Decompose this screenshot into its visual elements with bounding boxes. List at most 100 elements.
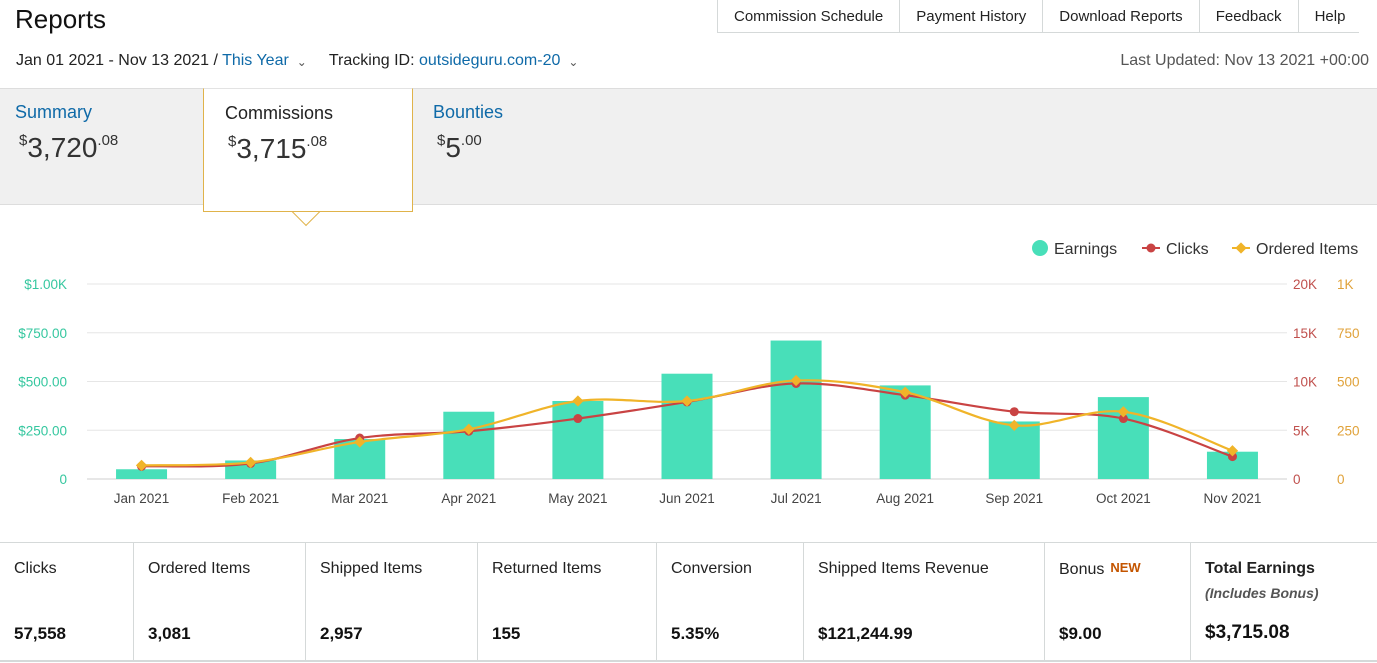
date-range-text: Jan 01 2021 - Nov 13 2021 (16, 52, 210, 69)
ordered-items-point (681, 395, 693, 407)
stat-label: Total Earnings (1205, 560, 1315, 577)
y-axis-tick-clicks: 10K (1293, 375, 1317, 390)
y-axis-tick-earnings: $500.00 (18, 375, 67, 390)
clicks-point (1227, 452, 1237, 462)
new-badge: NEW (1110, 560, 1141, 575)
filter-row: Jan 01 2021 - Nov 13 2021 / This Year ⌄ T… (16, 52, 578, 70)
summary-amount: $3,720.08 (19, 132, 119, 163)
ordered-items-point (1008, 419, 1020, 432)
earnings-bar (879, 385, 931, 479)
x-axis-label: Aug 2021 (876, 491, 934, 506)
commissions-amount: $3,715.08 (228, 133, 328, 164)
tab-commissions-label: Commissions (225, 103, 334, 123)
earnings-bar (116, 469, 168, 479)
tab-bounties-label: Bounties (433, 102, 504, 122)
x-axis-label: Feb 2021 (222, 491, 279, 506)
y-axis-tick-items: 1K (1337, 277, 1354, 292)
ordered-items-point (463, 423, 475, 435)
ordered-items-point (1117, 406, 1130, 418)
stat-value: 57,558 (14, 624, 66, 643)
payment-history-link[interactable]: Payment History (900, 0, 1044, 32)
x-axis-label: May 2021 (548, 491, 607, 506)
earnings-bar (661, 373, 713, 479)
stat-value: $3,715.08 (1205, 622, 1290, 643)
ordered-items-point (354, 436, 366, 448)
last-updated: Last Updated: Nov 13 2021 +00:00 (1120, 52, 1369, 69)
tab-commissions[interactable]: Commissions $3,715.08 (203, 88, 413, 212)
x-axis-label: Jun 2021 (659, 491, 715, 506)
ordered-items-point (1226, 445, 1239, 457)
legend-earnings-label: Earnings (1054, 241, 1117, 258)
stat-value: 2,957 (320, 624, 363, 643)
x-axis-label: Jan 2021 (114, 491, 170, 506)
stat-sublabel: (Includes Bonus) (1205, 585, 1319, 601)
clicks-point (573, 414, 583, 424)
clicks-point (1009, 407, 1019, 417)
y-axis-tick-clicks: 20K (1293, 277, 1317, 292)
stat-value: 155 (492, 624, 521, 643)
date-separator: / (209, 52, 223, 69)
earnings-bar (552, 401, 604, 479)
tab-summary-label: Summary (15, 102, 93, 122)
feedback-link[interactable]: Feedback (1200, 0, 1299, 32)
bounties-amount: $5.00 (437, 132, 482, 163)
x-axis-label: Mar 2021 (331, 491, 388, 506)
ordered-items-point (899, 386, 911, 398)
legend-earnings-icon (1032, 240, 1048, 256)
ordered-items-point (244, 456, 257, 469)
stat-value: 3,081 (148, 624, 191, 643)
page-title: Reports (15, 4, 107, 34)
y-axis-tick-items: 500 (1337, 375, 1360, 390)
stat-conversion: Conversion 5.35% (657, 543, 804, 660)
clicks-point (1118, 414, 1128, 424)
stat-bonus: Bonus NEW $9.00 (1045, 543, 1191, 660)
earnings-bar (770, 340, 822, 479)
chevron-down-icon: ⌄ (568, 55, 579, 69)
y-axis-tick-earnings: $1.00K (24, 277, 67, 292)
legend-items-icon (1235, 242, 1247, 254)
commission-schedule-link[interactable]: Commission Schedule (718, 0, 901, 32)
stat-shipped-items: Shipped Items 2,957 (306, 543, 478, 660)
stat-shipped-revenue: Shipped Items Revenue $121,244.99 (804, 543, 1045, 660)
y-axis-tick-earnings: $750.00 (18, 326, 67, 341)
tab-summary[interactable]: Summary $3,720.08 (15, 88, 195, 205)
stat-value: $121,244.99 (818, 624, 913, 643)
y-axis-tick-items: 0 (1337, 472, 1345, 487)
stat-label: Shipped Items (320, 560, 423, 577)
stat-label: Clicks (14, 560, 57, 577)
download-reports-link[interactable]: Download Reports (1043, 0, 1200, 32)
x-axis-label: Oct 2021 (1096, 491, 1151, 506)
tracking-label: Tracking ID: (328, 52, 415, 69)
y-axis-tick-earnings: 0 (59, 472, 67, 487)
date-range-dropdown[interactable]: Jan 01 2021 - Nov 13 2021 / This Year ⌄ (16, 52, 307, 70)
stat-returned-items: Returned Items 155 (478, 543, 657, 660)
legend-items-label: Ordered Items (1256, 241, 1358, 258)
y-axis-tick-earnings: $250.00 (18, 423, 67, 438)
tab-bounties[interactable]: Bounties $5.00 (433, 88, 613, 205)
stat-label: Bonus NEW (1059, 560, 1141, 578)
x-axis-label: Jul 2021 (771, 491, 822, 506)
stat-value: $9.00 (1059, 624, 1102, 643)
tracking-value: outsideguru.com-20 (418, 52, 561, 69)
y-axis-tick-items: 750 (1337, 326, 1360, 341)
legend-clicks-icon (1146, 243, 1156, 253)
earnings-bar (988, 421, 1040, 479)
ordered-items-point (135, 459, 148, 472)
x-axis-label: Nov 2021 (1204, 491, 1262, 506)
tracking-id-dropdown[interactable]: Tracking ID: outsideguru.com-20 ⌄ (329, 52, 579, 70)
ordered-items-point (572, 395, 584, 407)
stat-ordered-items: Ordered Items 3,081 (134, 543, 306, 660)
legend-clicks-label: Clicks (1166, 241, 1209, 258)
top-nav: Commission Schedule Payment History Down… (717, 0, 1360, 33)
stats-bar: Clicks 57,558 Ordered Items 3,081 Shippe… (0, 542, 1377, 662)
y-axis-tick-items: 250 (1337, 423, 1360, 438)
stat-label: Shipped Items Revenue (818, 560, 989, 577)
period-link: This Year (222, 52, 289, 69)
earnings-bar (443, 411, 495, 479)
x-axis-label: Sep 2021 (985, 491, 1043, 506)
earnings-chart: 0 0 0 $250.00 5K 250 $500.00 10K 500 $750.00 15K 75… (18, 240, 1360, 506)
stat-value: 5.35% (671, 624, 720, 643)
help-link[interactable]: Help (1314, 7, 1346, 25)
stat-label: Returned Items (492, 560, 602, 577)
ordered-items-point (790, 374, 802, 387)
